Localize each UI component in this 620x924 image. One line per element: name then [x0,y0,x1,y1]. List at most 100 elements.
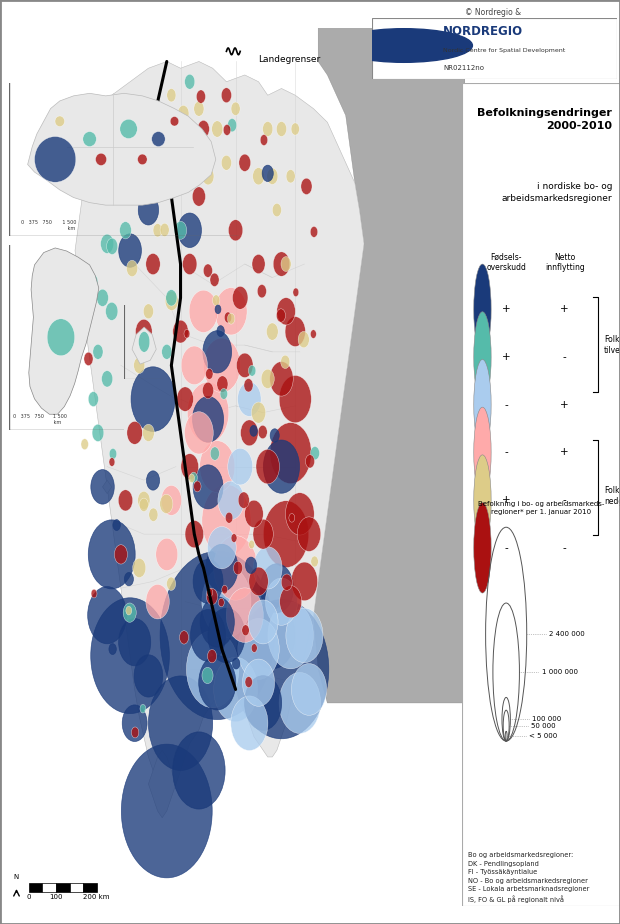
Circle shape [260,135,268,145]
Circle shape [289,514,294,522]
Circle shape [272,203,281,217]
Circle shape [178,213,202,248]
Text: -: - [504,400,508,409]
Circle shape [207,589,213,597]
Circle shape [203,264,213,277]
Circle shape [160,552,275,720]
Circle shape [474,455,491,545]
Circle shape [249,541,255,549]
Circle shape [246,557,257,574]
Circle shape [286,170,295,183]
Circle shape [206,544,238,591]
Circle shape [474,264,491,355]
Circle shape [232,658,240,669]
Circle shape [222,585,228,594]
Circle shape [92,424,104,442]
Circle shape [242,659,275,706]
Circle shape [118,234,141,267]
Circle shape [120,172,125,181]
Circle shape [231,102,240,116]
Circle shape [200,441,235,492]
Circle shape [91,469,114,505]
Circle shape [127,421,143,444]
Circle shape [260,564,293,613]
Circle shape [189,290,218,333]
Circle shape [173,732,225,809]
Circle shape [181,454,198,480]
Circle shape [234,600,329,739]
Circle shape [474,407,491,498]
Circle shape [286,608,323,663]
Circle shape [126,606,131,615]
Circle shape [167,89,176,102]
Circle shape [249,567,268,596]
Circle shape [149,508,158,521]
Circle shape [218,481,244,519]
Circle shape [248,600,278,644]
Circle shape [291,123,299,135]
Circle shape [263,122,273,137]
Circle shape [228,313,235,324]
Circle shape [88,392,99,407]
Circle shape [167,578,175,590]
Circle shape [190,472,197,483]
Circle shape [242,625,249,636]
Circle shape [190,610,226,662]
Circle shape [131,367,175,432]
Text: +: + [560,447,569,457]
Circle shape [89,274,98,288]
Circle shape [200,134,206,142]
Circle shape [281,574,293,590]
Circle shape [297,517,321,552]
Circle shape [211,121,223,137]
Polygon shape [314,28,465,703]
Circle shape [114,545,128,564]
Text: Bo og arbeidsmarkedsregioner:
DK - Pendlingsopland
FI - Työssäkäyntialue
NO - Bo: Bo og arbeidsmarkedsregioner: DK - Pendl… [468,852,590,903]
Circle shape [123,165,136,185]
Circle shape [134,358,145,373]
Circle shape [214,657,257,722]
Circle shape [198,120,210,138]
Text: 100: 100 [50,894,63,900]
Circle shape [162,345,172,359]
Circle shape [141,186,153,202]
Circle shape [298,332,309,347]
Text: -: - [504,542,508,553]
Circle shape [55,116,64,127]
Circle shape [143,103,156,122]
Circle shape [220,388,228,399]
Circle shape [140,704,146,713]
Circle shape [250,425,257,436]
Circle shape [193,559,223,603]
Circle shape [178,105,189,122]
Circle shape [120,119,137,139]
Circle shape [134,655,163,697]
Circle shape [99,108,110,125]
Circle shape [107,238,118,254]
Circle shape [270,422,311,483]
Circle shape [301,178,312,195]
Circle shape [184,141,195,157]
Circle shape [97,289,108,307]
Circle shape [206,589,218,605]
Circle shape [262,165,273,181]
Circle shape [131,727,139,738]
Circle shape [218,598,224,607]
Circle shape [244,379,253,392]
Circle shape [87,587,126,644]
Circle shape [261,370,274,388]
Circle shape [231,534,237,542]
Text: © Nordregio &
NLS Finland: © Nordregio & NLS Finland [465,8,521,28]
Circle shape [173,320,188,343]
Circle shape [265,578,298,626]
Circle shape [184,330,190,338]
Circle shape [133,558,146,578]
Circle shape [335,29,472,62]
Circle shape [118,618,151,666]
Circle shape [113,519,120,530]
Circle shape [474,311,491,402]
Circle shape [95,115,108,134]
Circle shape [270,429,279,443]
Bar [42,883,56,892]
Circle shape [270,361,293,396]
